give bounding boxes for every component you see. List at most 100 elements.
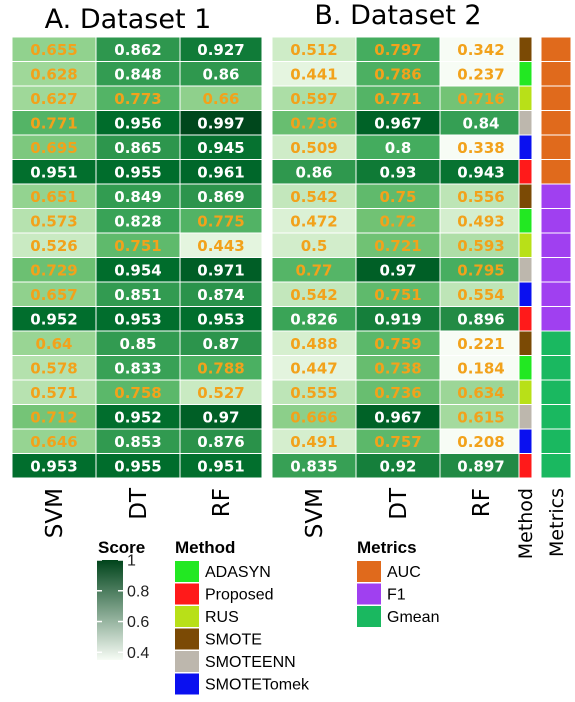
cell-value-label: 0.184 <box>457 359 504 377</box>
cell-value-label: 0.5 <box>301 237 328 255</box>
legend-title: Metrics <box>357 538 417 557</box>
cell-value-label: 0.757 <box>374 433 421 451</box>
cell-value-label: 0.865 <box>114 139 161 157</box>
cell-value-label: 0.795 <box>457 261 504 279</box>
heatmap-cell <box>95 183 181 209</box>
cell-value-label: 0.443 <box>197 237 244 255</box>
method-annotation-cell <box>518 379 533 405</box>
legend-item-label: RUS <box>205 609 239 626</box>
metrics-annotation-cell <box>540 257 572 283</box>
cell-value-label: 0.338 <box>457 139 504 157</box>
metrics-annotation-cell <box>540 453 572 479</box>
cell-value-label: 0.896 <box>457 310 504 328</box>
legend-item-label: F1 <box>387 587 406 604</box>
heatmap-cell <box>439 453 523 479</box>
cell-value-label: 0.848 <box>114 65 161 83</box>
cell-value-label: 0.849 <box>114 188 161 206</box>
legend-swatch <box>175 583 199 605</box>
heatmap-cell <box>271 379 357 405</box>
cell-value-label: 0.751 <box>374 286 421 304</box>
colorbar-tick-label: 0.6 <box>127 614 149 631</box>
cell-value-label: 0.954 <box>114 261 161 279</box>
heatmap-cell <box>95 85 181 111</box>
x-tick-labels: SVM DT RF SVM DT RF <box>42 487 495 538</box>
heatmap-cell <box>271 208 357 234</box>
x-tick-label: SVM <box>302 488 328 538</box>
cell-value-label: 0.86 <box>295 163 332 181</box>
x-tick-label: DT <box>126 487 152 520</box>
heatmap-cell <box>355 306 441 332</box>
metrics-annotation-cell <box>540 85 572 111</box>
heatmap-cell <box>439 232 523 258</box>
cell-value-label: 0.945 <box>197 139 244 157</box>
cell-value-label: 0.72 <box>379 212 416 230</box>
cell-value-label: 0.874 <box>197 286 244 304</box>
metrics-annotation-cell <box>540 36 572 62</box>
cell-value-label: 0.93 <box>379 163 416 181</box>
cell-value-label: 0.655 <box>30 41 77 59</box>
heatmap-cell <box>355 379 441 405</box>
method-annotation-cell <box>518 281 533 307</box>
heatmap-cell <box>271 110 357 136</box>
cell-value-label: 0.953 <box>197 310 244 328</box>
cell-value-label: 0.542 <box>290 188 337 206</box>
legend-swatch <box>175 651 199 672</box>
metrics-annotation-cell <box>540 208 572 234</box>
legend-swatch <box>357 561 381 582</box>
heatmap-cell <box>355 453 441 479</box>
heatmap-cell <box>439 281 523 307</box>
cell-value-label: 0.953 <box>30 457 77 475</box>
cell-value-label: 0.526 <box>30 237 77 255</box>
cell-value-label: 0.342 <box>457 41 504 59</box>
cell-value-label: 0.853 <box>114 433 161 451</box>
method-annotation-cell <box>518 134 533 160</box>
cell-value-label: 0.729 <box>30 261 77 279</box>
metrics-annotation-label: Metrics <box>546 488 568 557</box>
metrics-annotation-cell <box>540 134 572 160</box>
heatmap-cell <box>271 428 357 454</box>
heatmap-cell <box>439 355 523 381</box>
legend-item-label: SMOTETomek <box>205 677 310 694</box>
heatmap-cell <box>11 257 97 283</box>
colorbar-tick-label: 1 <box>127 553 136 570</box>
metrics-annotation-cell <box>540 306 572 332</box>
heatmap-cell <box>179 404 263 430</box>
legend-item-label: Gmean <box>387 609 439 626</box>
metrics-annotation-cell <box>540 183 572 209</box>
cell-value-label: 0.512 <box>290 41 337 59</box>
cell-value-label: 0.736 <box>290 114 337 132</box>
heatmap-cell <box>95 257 181 283</box>
cell-value-label: 0.736 <box>374 384 421 402</box>
metrics-annotation-cell <box>540 330 572 356</box>
heatmap-cell <box>179 428 263 454</box>
heatmap-cell <box>439 134 523 160</box>
cell-value-label: 0.695 <box>30 139 77 157</box>
heatmap-cell <box>439 404 523 430</box>
cell-value-label: 0.527 <box>197 384 244 402</box>
cell-value-label: 0.953 <box>114 310 161 328</box>
cell-value-label: 0.897 <box>457 457 504 475</box>
cell-value-label: 0.771 <box>374 90 421 108</box>
cell-value-label: 0.721 <box>374 237 421 255</box>
cell-value-label: 0.75 <box>379 188 416 206</box>
heatmap-cell <box>439 183 523 209</box>
metrics-annotation-cell <box>540 110 572 136</box>
heatmap-cell <box>11 404 97 430</box>
cell-value-label: 0.716 <box>457 90 504 108</box>
heatmap-cell <box>179 110 263 136</box>
heatmap-cell <box>271 330 357 356</box>
method-annotation-cell <box>518 36 533 62</box>
metrics-annotation-cell <box>540 404 572 430</box>
heatmap-cell <box>11 183 97 209</box>
heatmap-cell <box>271 232 357 258</box>
method-annotation-cell <box>518 183 533 209</box>
heatmap-cell <box>439 428 523 454</box>
cell-value-label: 0.952 <box>30 310 77 328</box>
cell-value-label: 0.666 <box>290 408 337 426</box>
cell-value-label: 0.66 <box>202 90 239 108</box>
heatmap-cell <box>11 330 97 356</box>
metrics-annotation-cell <box>540 379 572 405</box>
cell-value-label: 0.862 <box>114 41 161 59</box>
cell-value-label: 0.77 <box>295 261 332 279</box>
cell-value-label: 0.927 <box>197 41 244 59</box>
